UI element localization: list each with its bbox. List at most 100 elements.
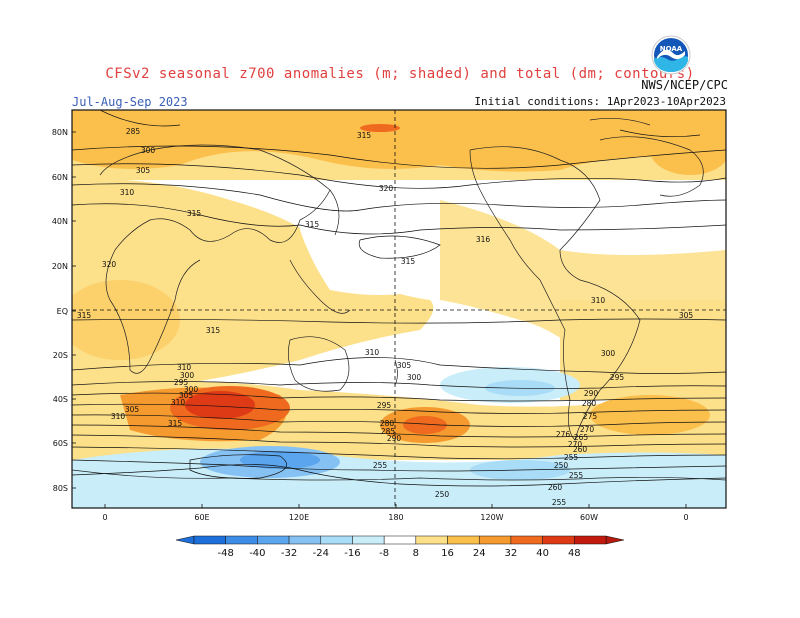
contour-label: 320 (102, 260, 117, 269)
contour-label: 300 (601, 349, 616, 358)
contour-label: 300 (141, 146, 156, 155)
contour-label: 315 (168, 419, 183, 428)
contour-label: 315 (305, 220, 320, 229)
contour-label: 260 (573, 445, 588, 454)
colorbar-swatch (352, 535, 385, 545)
contour-label: 310 (171, 398, 186, 407)
contour-label: 285 (126, 127, 141, 136)
longitude-label: 0 (102, 513, 107, 522)
noaa-logo-icon: NOAA (651, 35, 691, 75)
contour-label: 300 (184, 385, 199, 394)
colorbar-swatch (225, 535, 258, 545)
colorbar-swatch (320, 535, 353, 545)
latitude-label: EQ (57, 307, 68, 316)
colorbar-tick-label: -40 (249, 548, 265, 559)
chart-title: CFSv2 seasonal z700 anomalies (m; shaded… (105, 66, 695, 82)
contour-label: 270 (568, 440, 583, 449)
contour-label: 310 (177, 363, 192, 372)
anomaly-shading (72, 110, 726, 508)
latitude-labels: 80N 60N 40N 20N EQ 20S 40S 60S 80S (52, 128, 76, 493)
longitude-label: 60W (580, 513, 598, 522)
longitude-label: 180 (388, 513, 403, 522)
contour-label: 305 (125, 405, 140, 414)
colorbar-low-arrow (175, 535, 195, 545)
contour-label: 310 (111, 412, 126, 421)
colorbar-tick-label: -24 (313, 548, 329, 559)
colorbar-swatch (193, 535, 226, 545)
colorbar-tick-label: 48 (568, 548, 581, 559)
agency-label: NWS/NCEP/CPC (641, 78, 728, 92)
contour-label: 280 (582, 399, 597, 408)
longitude-label: 0 (683, 513, 688, 522)
contour-label: 320 (379, 184, 394, 193)
contour-label: 280 (380, 419, 395, 428)
contour-label: 295 (174, 378, 189, 387)
contour-labels: 2853003053103153203153153103002953003053… (77, 127, 694, 507)
contour-label: 310 (120, 188, 135, 197)
contour-label: 310 (365, 348, 380, 357)
colorbar-swatch (510, 535, 543, 545)
contour-label: 300 (407, 373, 422, 382)
contour-label: 260 (548, 483, 563, 492)
contour-label: 276 (556, 430, 571, 439)
contour-label: 316 (476, 235, 491, 244)
latitude-label: 60N (52, 173, 68, 182)
contour-label: 295 (610, 373, 625, 382)
contour-label: 285 (381, 427, 396, 436)
contour-label: 315 (187, 209, 202, 218)
contour-label: 315 (206, 326, 221, 335)
colorbar-tick-label: -32 (281, 548, 297, 559)
colorbar-swatch (288, 535, 322, 545)
colorbar-swatch (447, 535, 480, 545)
logo-text: NOAA (660, 45, 683, 53)
longitude-label: 120E (289, 513, 309, 522)
contour-label: 315 (357, 131, 372, 140)
colorbar: -48 -40 -32 -24 -16 -8 8 16 24 32 40 48 (175, 535, 625, 559)
colorbar-swatch (542, 535, 575, 545)
map-frame (71, 109, 727, 509)
contours (72, 110, 726, 487)
contour-label: 290 (387, 434, 402, 443)
contour-label: 250 (435, 490, 450, 499)
contour-label: 305 (136, 166, 151, 175)
colorbar-swatch (478, 535, 512, 545)
colorbar-tick-label: 16 (441, 548, 454, 559)
contour-label: 310 (591, 296, 606, 305)
contour-label: 305 (679, 311, 694, 320)
contour-label: 255 (569, 471, 584, 480)
colorbar-swatch (383, 535, 417, 545)
colorbar-tick-label: -16 (344, 548, 360, 559)
colorbar-tick-label: -48 (218, 548, 234, 559)
latitude-label: 60S (53, 439, 68, 448)
contour-label: 305 (179, 391, 194, 400)
contour-label: 255 (552, 498, 567, 507)
contour-label: 255 (564, 453, 579, 462)
colorbar-tick-label: 40 (536, 548, 549, 559)
colorbar-tick-label: 8 (413, 548, 419, 559)
colorbar-swatch (257, 535, 290, 545)
latitude-label: 20S (53, 351, 68, 360)
latitude-label: 20N (52, 262, 68, 271)
contour-label: 250 (554, 461, 569, 470)
contour-label: 300 (180, 371, 195, 380)
longitude-label: 120W (480, 513, 503, 522)
contour-label: 290 (584, 389, 599, 398)
contour-label: 275 (583, 412, 598, 421)
colorbar-tick-label: -8 (379, 548, 389, 559)
colorbar-high-arrow (605, 535, 625, 545)
longitude-labels: 0 60E 120E 180 120W 60W 0 (102, 504, 689, 522)
contour-label: 315 (77, 311, 92, 320)
colorbar-tick-label: 24 (473, 548, 486, 559)
latitude-label: 40S (53, 395, 68, 404)
longitude-label: 60E (194, 513, 209, 522)
contour-label: 305 (397, 361, 412, 370)
colorbar-swatch (415, 535, 448, 545)
latitude-label: 40N (52, 217, 68, 226)
period-label: Jul-Aug-Sep 2023 (72, 95, 188, 109)
coastlines (72, 118, 726, 481)
colorbar-swatch (574, 535, 607, 545)
latitude-label: 80S (53, 484, 68, 493)
contour-label: 315 (401, 257, 416, 266)
